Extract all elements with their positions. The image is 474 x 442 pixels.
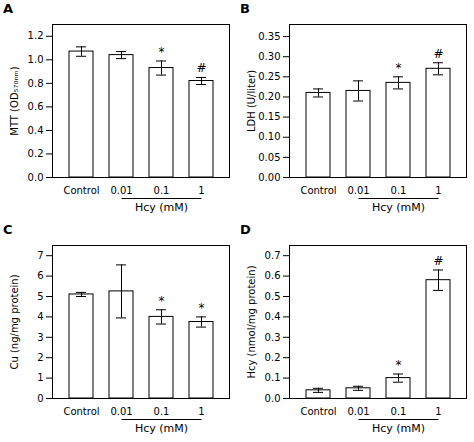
svg-text:1: 1 <box>198 406 204 417</box>
svg-text:0.8: 0.8 <box>28 78 44 89</box>
svg-text:0.01: 0.01 <box>110 406 132 417</box>
svg-text:1: 1 <box>435 185 441 196</box>
svg-text:Hcy (mM): Hcy (mM) <box>372 422 425 435</box>
svg-text:0.5: 0.5 <box>265 291 281 302</box>
html-text:B: B <box>240 1 250 16</box>
svg-text:4: 4 <box>37 311 43 322</box>
svg-text:Hcy (mM): Hcy (mM) <box>135 422 188 435</box>
svg-text:MTT (OD₅₇₀ₙₘ): MTT (OD₅₇₀ₙₘ) <box>9 66 20 136</box>
svg-text:1: 1 <box>198 185 204 196</box>
svg-text:*: * <box>159 45 165 59</box>
svg-text:Hcy (mM): Hcy (mM) <box>135 201 188 214</box>
svg-text:*: * <box>396 61 402 75</box>
svg-text:0.01: 0.01 <box>347 185 369 196</box>
svg-text:*: * <box>396 358 402 372</box>
svg-text:0.6: 0.6 <box>28 101 44 112</box>
svg-text:#: # <box>196 61 206 75</box>
svg-text:0.01: 0.01 <box>110 185 132 196</box>
svg-text:Control: Control <box>300 406 336 417</box>
svg-text:Hcy (nmol/mg protein): Hcy (nmol/mg protein) <box>246 265 257 378</box>
svg-text:0.4: 0.4 <box>28 125 44 136</box>
svg-text:Hcy (mM): Hcy (mM) <box>372 201 425 214</box>
svg-text:0.4: 0.4 <box>265 311 281 322</box>
svg-text:1.2: 1.2 <box>28 30 44 41</box>
svg-text:0.3: 0.3 <box>265 332 281 343</box>
svg-text:#: # <box>433 47 443 61</box>
svg-text:*: * <box>199 301 205 315</box>
svg-text:0.30: 0.30 <box>258 51 280 62</box>
svg-text:0.00: 0.00 <box>258 172 280 183</box>
svg-text:0.1: 0.1 <box>391 406 407 417</box>
html-text:D: D <box>240 222 251 237</box>
svg-text:0.15: 0.15 <box>258 111 280 122</box>
svg-text:0.6: 0.6 <box>265 270 281 281</box>
svg-text:0.01: 0.01 <box>347 406 369 417</box>
svg-text:0: 0 <box>37 393 43 404</box>
svg-text:2: 2 <box>37 352 43 363</box>
svg-text:Control: Control <box>63 406 99 417</box>
svg-text:3: 3 <box>37 332 43 343</box>
svg-text:0.2: 0.2 <box>28 148 44 159</box>
svg-text:0.2: 0.2 <box>265 352 281 363</box>
svg-text:1.0: 1.0 <box>28 54 44 65</box>
html-text:C: C <box>3 222 13 237</box>
svg-text:1: 1 <box>37 372 43 383</box>
svg-text:Cu (ng/mg protein): Cu (ng/mg protein) <box>9 274 20 369</box>
svg-text:0.1: 0.1 <box>265 372 281 383</box>
svg-text:0.05: 0.05 <box>258 152 280 163</box>
svg-text:Control: Control <box>300 185 336 196</box>
svg-text:0.0: 0.0 <box>265 393 281 404</box>
svg-text:1: 1 <box>435 406 441 417</box>
svg-text:0.35: 0.35 <box>258 31 280 42</box>
svg-text:#: # <box>433 254 443 268</box>
svg-text:0.1: 0.1 <box>154 406 170 417</box>
svg-text:LDH (U/liter): LDH (U/liter) <box>246 70 257 132</box>
svg-text:0.25: 0.25 <box>258 71 280 82</box>
svg-text:5: 5 <box>37 291 43 302</box>
svg-text:0.1: 0.1 <box>391 185 407 196</box>
svg-text:*: * <box>159 294 165 308</box>
svg-text:0.10: 0.10 <box>258 131 280 142</box>
svg-text:0.0: 0.0 <box>28 172 44 183</box>
svg-text:0.1: 0.1 <box>154 185 170 196</box>
svg-text:0.7: 0.7 <box>265 250 281 261</box>
svg-text:7: 7 <box>37 250 43 261</box>
html-text:A: A <box>3 1 14 16</box>
svg-text:Control: Control <box>63 185 99 196</box>
svg-text:0.20: 0.20 <box>258 91 280 102</box>
svg-text:6: 6 <box>37 270 43 281</box>
